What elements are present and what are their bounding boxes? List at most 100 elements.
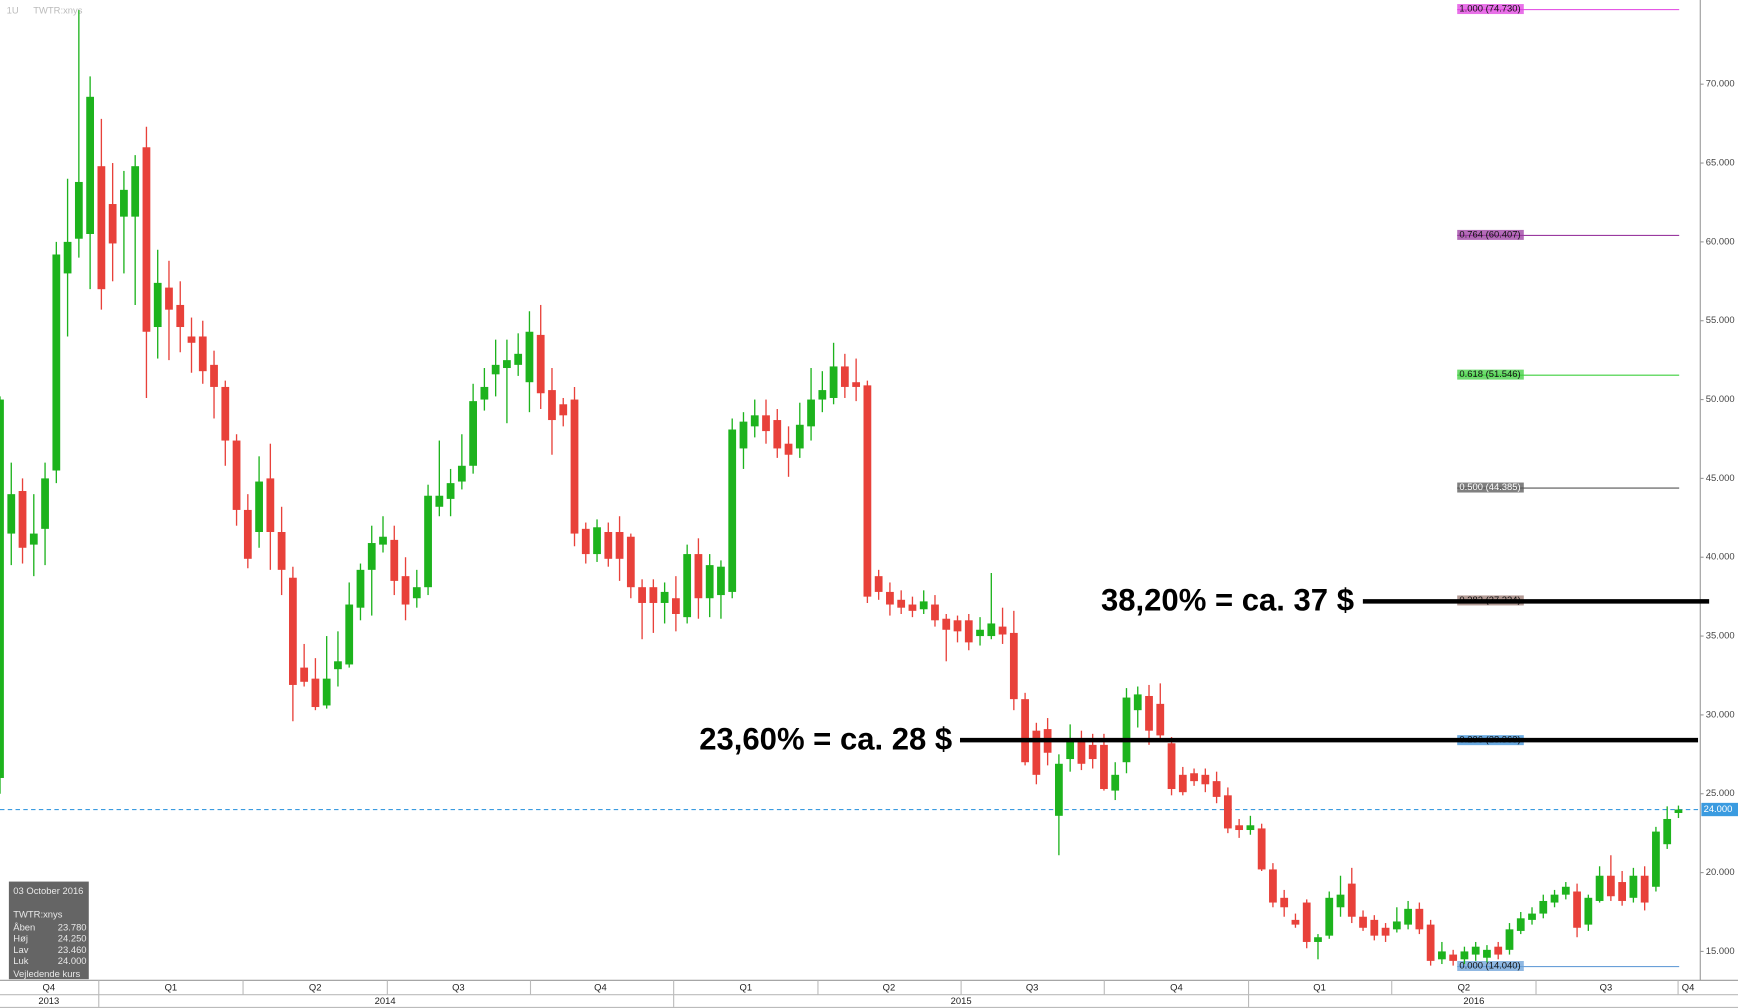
candle-body — [1133, 694, 1142, 711]
annotation-text: 23,60% = ca. 28 $ — [699, 721, 952, 756]
candle-body — [1494, 946, 1503, 955]
candle-body — [300, 667, 309, 682]
candle-body — [255, 481, 263, 533]
candle-body — [829, 366, 838, 398]
candle-body — [198, 336, 207, 372]
candle-body — [412, 587, 421, 599]
quarter-label: Q4 — [1170, 982, 1183, 993]
candle-body — [390, 539, 399, 581]
candle-body — [221, 386, 230, 441]
candle-body — [63, 241, 72, 274]
candle-body — [514, 353, 523, 365]
candle-body — [345, 604, 354, 665]
fib-label: 1.000 (74.730) — [1459, 3, 1520, 14]
quarter-label: Q2 — [1458, 982, 1471, 993]
current-price-box — [1701, 802, 1738, 817]
candle-body — [210, 364, 218, 387]
candle-body — [593, 527, 601, 555]
candle-body — [266, 478, 275, 533]
y-tick-label: 65.000 — [1706, 157, 1735, 168]
candle-body — [1178, 774, 1187, 793]
candle-body — [1595, 875, 1604, 901]
fib-label-bg — [1457, 229, 1524, 240]
quarter-label: Q3 — [1026, 982, 1039, 993]
candle-body — [852, 382, 861, 387]
y-tick-label: 60.000 — [1706, 235, 1735, 246]
candle-body — [29, 533, 38, 545]
candle-body — [1269, 869, 1277, 903]
candle-body — [1302, 902, 1311, 942]
candle-body — [322, 678, 331, 706]
candle-body — [1336, 894, 1345, 908]
candle-body — [1663, 818, 1672, 845]
y-tick-label: 45.000 — [1706, 472, 1735, 483]
candle-body — [649, 587, 658, 603]
candle-body — [131, 166, 140, 217]
candle-body — [953, 620, 962, 632]
candle-body — [424, 495, 432, 588]
candle-body — [964, 620, 973, 643]
info-date: 03 October 2016 — [13, 885, 83, 896]
candle-body — [931, 604, 939, 621]
candle-body — [1404, 908, 1412, 925]
candle-body — [1088, 744, 1097, 760]
candle-body — [356, 569, 365, 608]
candle-body — [739, 421, 748, 449]
candle-body — [536, 334, 545, 394]
info-key: Høj — [13, 933, 28, 944]
candle-body — [503, 360, 511, 369]
candle-body — [41, 478, 49, 529]
candle-body — [18, 491, 27, 548]
candle-body — [1055, 763, 1063, 816]
candle-body — [660, 591, 669, 603]
candle-body — [1280, 897, 1289, 908]
candle-body — [942, 618, 951, 630]
fib-label: 0.618 (51.546) — [1459, 368, 1520, 379]
candle-body — [638, 587, 646, 603]
candle-body — [795, 424, 804, 449]
candle-body — [1584, 897, 1593, 925]
candle-body — [153, 282, 162, 328]
candle-body — [334, 661, 342, 670]
candle-body — [1246, 825, 1255, 831]
candle-body — [750, 415, 759, 427]
info-note: Vejledende kurs — [13, 968, 80, 979]
symbol-label: TWTR:xnys — [33, 5, 82, 16]
candle-body — [457, 465, 466, 482]
quarter-label: Q1 — [165, 982, 178, 993]
candle-body — [1145, 695, 1153, 731]
candle-body — [379, 536, 387, 545]
candle-body — [525, 331, 534, 383]
candle-body — [74, 181, 83, 239]
candle-body — [1077, 740, 1086, 764]
candle-body — [1021, 699, 1029, 763]
candle-body — [807, 399, 815, 427]
candle-body — [277, 532, 286, 570]
current-price-label: 24.000 — [1704, 803, 1733, 814]
candle-body — [998, 626, 1007, 635]
info-key: Åben — [13, 922, 35, 933]
candle-body — [818, 390, 827, 400]
candle-body — [1100, 744, 1108, 790]
candle-body — [626, 536, 635, 588]
fib-label-bg — [1457, 961, 1524, 971]
candle-body — [1640, 875, 1649, 903]
candle-body — [1156, 703, 1165, 736]
info-value: 23.460 — [58, 944, 87, 955]
candle-body — [1528, 913, 1536, 920]
candle-body — [491, 364, 500, 375]
candle-body — [1449, 954, 1458, 961]
candle-body — [1066, 740, 1075, 760]
info-value: 24.250 — [58, 933, 87, 944]
y-tick-label: 25.000 — [1706, 787, 1735, 798]
candle-body — [108, 204, 117, 244]
quarter-label: Q4 — [43, 982, 56, 993]
candle-body — [1471, 946, 1480, 955]
candle-body — [1325, 897, 1334, 936]
candle-body — [604, 532, 613, 559]
candle-body — [874, 576, 883, 592]
candle-body — [469, 401, 478, 466]
candle-body — [1550, 894, 1559, 903]
year-label: 2015 — [951, 995, 972, 1006]
